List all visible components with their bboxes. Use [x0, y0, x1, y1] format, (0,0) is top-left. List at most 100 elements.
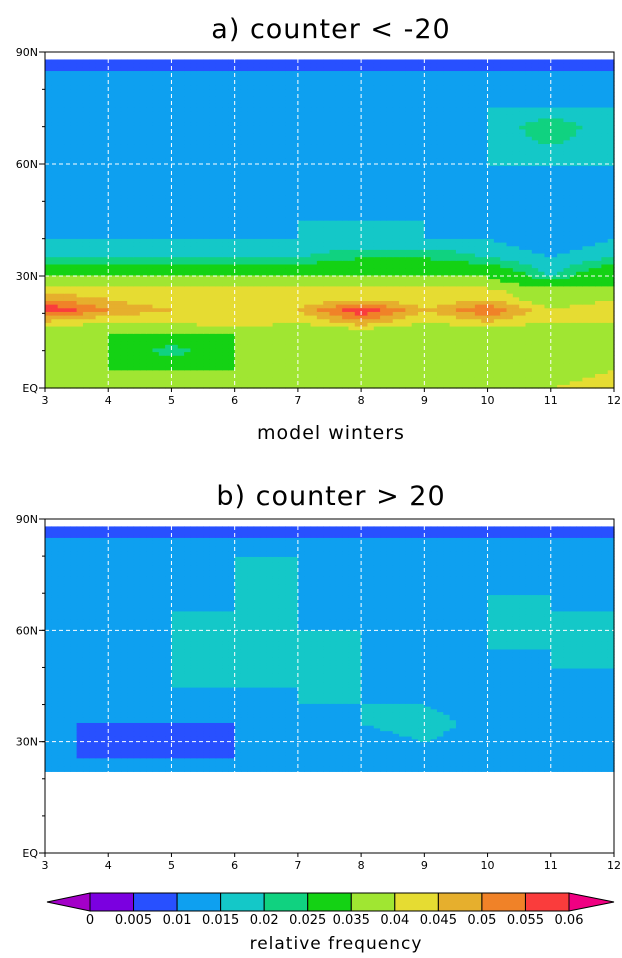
panel-a-cell	[443, 241, 451, 247]
panel-a-cell	[82, 260, 90, 265]
panel-a-cell	[304, 293, 312, 298]
panel-a-cell	[285, 190, 293, 196]
panel-a-cell	[127, 198, 135, 203]
panel-a-cell	[171, 190, 179, 196]
panel-a-cell	[278, 351, 286, 356]
panel-a-cell	[506, 274, 514, 280]
panel-a-cell	[228, 293, 236, 298]
panel-a-cell	[228, 322, 236, 327]
panel-a-cell	[171, 194, 179, 199]
panel-a-cell	[474, 366, 482, 371]
panel-a-cell	[474, 260, 482, 265]
panel-a-cell	[373, 238, 381, 243]
panel-a-cell	[297, 231, 305, 236]
panel-a-cell	[569, 234, 577, 239]
panel-a-cell	[291, 234, 299, 239]
panel-a-cell	[108, 355, 116, 360]
panel-a-cell	[538, 333, 546, 338]
panel-a-cell	[259, 285, 267, 291]
panel-a-cell	[392, 351, 400, 356]
panel-a-cell	[531, 340, 539, 345]
panel-a-cell	[76, 351, 84, 356]
panel-a-cell	[563, 344, 571, 349]
panel-a-cell	[152, 377, 160, 382]
panel-a-cell	[430, 238, 438, 243]
panel-a-cell	[184, 274, 192, 280]
panel-a-cell	[481, 307, 489, 312]
panel-a-cell	[342, 190, 350, 196]
panel-a-cell	[481, 318, 489, 323]
panel-a-cell	[506, 263, 514, 269]
panel-a-cell	[133, 220, 141, 225]
panel-a-cell	[228, 333, 236, 338]
panel-a-cell	[133, 241, 141, 247]
panel-a-cell	[253, 333, 261, 338]
panel-a-cell	[228, 366, 236, 371]
panel-a-cell	[259, 333, 267, 338]
panel-a-cell	[531, 271, 539, 276]
panel-a-cell	[259, 373, 267, 378]
panel-a-cell	[310, 212, 318, 218]
panel-a-cell	[51, 296, 59, 301]
panel-a-cell	[127, 293, 135, 298]
panel-a-cell	[399, 190, 406, 196]
panel-a-cell	[297, 307, 305, 312]
panel-a-cell	[82, 314, 90, 320]
panel-a-cell	[203, 333, 210, 338]
panel-a-cell	[399, 198, 406, 203]
panel-a-cell	[133, 183, 141, 188]
panel-a-cell	[538, 205, 546, 210]
panel-a-cell	[222, 347, 229, 353]
panel-a-cell	[278, 278, 286, 283]
panel-a-cell	[418, 289, 425, 294]
panel-a-cell	[253, 329, 261, 334]
panel-a-cell	[133, 304, 141, 309]
panel-a-cell	[392, 260, 400, 265]
panel-a-cell	[222, 285, 229, 291]
panel-a-cell	[184, 282, 192, 287]
panel-a-cell	[228, 241, 236, 247]
panel-a-cell	[601, 318, 609, 323]
panel-a-cell	[146, 212, 154, 218]
panel-a-title: a) counter < -20	[211, 14, 450, 45]
panel-a-cell	[146, 241, 154, 247]
panel-a-cell	[259, 198, 267, 203]
panel-a-cell	[285, 220, 293, 225]
panel-a-cell	[222, 245, 229, 250]
panel-a-cell	[101, 296, 109, 301]
panel-a-cell	[348, 362, 356, 367]
panel-a-cell	[323, 194, 331, 199]
panel-a-cell	[70, 271, 78, 276]
panel-a-cell	[253, 234, 261, 239]
panel-a-cell	[601, 307, 609, 312]
panel-a-cell	[601, 263, 609, 269]
panel-a-cell	[215, 205, 223, 210]
panel-a-cell	[285, 249, 293, 254]
panel-a-cell	[361, 194, 369, 199]
panel-a-cell	[215, 209, 223, 214]
panel-a-cell	[443, 366, 451, 371]
panel-a-cell	[481, 220, 489, 225]
panel-a-cell	[82, 205, 90, 210]
panel-a-cell	[63, 314, 71, 320]
panel-a-cell	[462, 278, 470, 283]
panel-a-cell	[259, 344, 267, 349]
panel-a-cell	[101, 329, 109, 334]
panel-a-cell	[228, 362, 236, 367]
panel-a-cell	[354, 369, 362, 374]
panel-a-cell	[531, 344, 539, 349]
panel-a-cell	[51, 234, 59, 239]
panel-a-cell	[500, 358, 508, 364]
panel-a-cell	[386, 347, 394, 353]
panel-a-cell	[512, 238, 520, 243]
panel-a-cell	[76, 252, 84, 258]
panel-a-cell	[234, 311, 242, 316]
panel-a-cell	[588, 234, 596, 239]
panel-a-cell	[354, 289, 362, 294]
panel-a-cell	[89, 289, 97, 294]
panel-a-cell	[582, 296, 590, 301]
panel-a-cell	[563, 245, 571, 250]
panel-a-cell	[89, 293, 97, 298]
panel-a-cell	[215, 289, 223, 294]
panel-a-cell	[500, 274, 508, 280]
